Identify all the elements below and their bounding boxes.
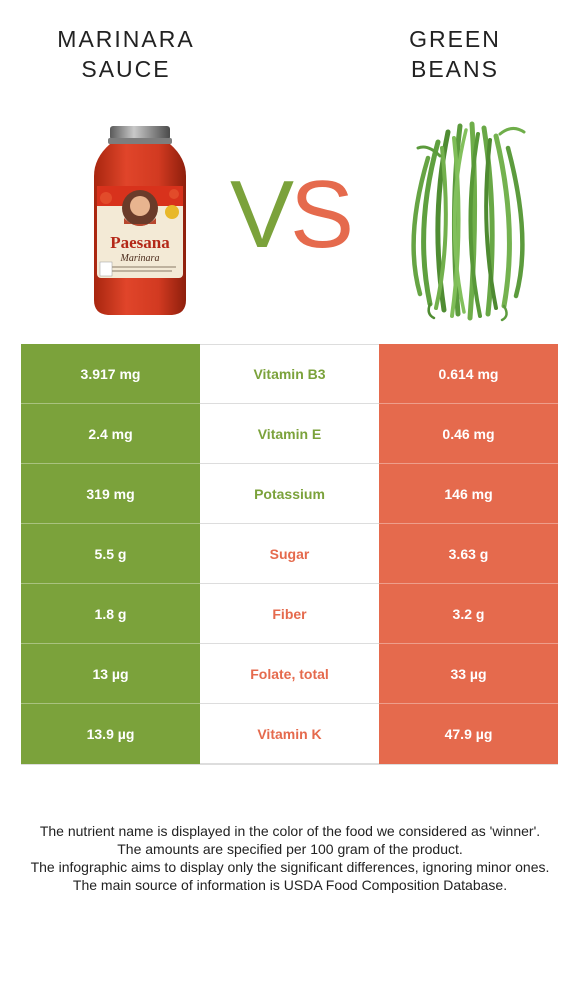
right-value: 0.46 mg <box>379 404 558 464</box>
table-row: 319 mg Potassium 146 mg <box>21 464 558 524</box>
right-food-title-line1: GREEN <box>409 26 501 52</box>
versus-label: VS <box>222 165 358 265</box>
footnotes: The nutrient name is displayed in the co… <box>30 822 550 894</box>
nutrient-name: Sugar <box>200 524 379 584</box>
nutrient-comparison-table: 3.917 mg Vitamin B3 0.614 mg 2.4 mg Vita… <box>21 344 558 764</box>
right-value: 47.9 µg <box>379 704 558 764</box>
left-food-title: MARINARA SAUCE <box>21 24 231 84</box>
jar-brand-text: Paesana <box>110 233 170 252</box>
right-food-title-line2: BEANS <box>411 56 499 82</box>
right-food-title: GREEN BEANS <box>350 24 560 84</box>
table-row: 1.8 g Fiber 3.2 g <box>21 584 558 644</box>
right-value: 33 µg <box>379 644 558 704</box>
table-bottom-divider <box>21 764 558 765</box>
left-value: 13.9 µg <box>21 704 200 764</box>
nutrient-name: Folate, total <box>200 644 379 704</box>
left-value: 13 µg <box>21 644 200 704</box>
left-value: 3.917 mg <box>21 344 200 404</box>
table-row: 13.9 µg Vitamin K 47.9 µg <box>21 704 558 764</box>
table-row: 5.5 g Sugar 3.63 g <box>21 524 558 584</box>
table-row: 2.4 mg Vitamin E 0.46 mg <box>21 404 558 464</box>
footnote: The amounts are specified per 100 gram o… <box>117 841 463 857</box>
left-value: 1.8 g <box>21 584 200 644</box>
green-beans-image <box>411 121 526 322</box>
nutrient-name: Vitamin K <box>200 704 379 764</box>
nutrient-name: Vitamin B3 <box>200 344 379 404</box>
left-value: 2.4 mg <box>21 404 200 464</box>
marinara-jar-image: Paesana Marinara <box>94 126 186 315</box>
right-value: 146 mg <box>379 464 558 524</box>
left-food-title-line1: MARINARA <box>57 26 195 52</box>
nutrient-name: Potassium <box>200 464 379 524</box>
right-value: 3.2 g <box>379 584 558 644</box>
footnote: The main source of information is USDA F… <box>72 877 508 893</box>
table-row: 13 µg Folate, total 33 µg <box>21 644 558 704</box>
footnote: The nutrient name is displayed in the co… <box>39 823 541 839</box>
left-food-title-line2: SAUCE <box>81 56 171 82</box>
table-row: 3.917 mg Vitamin B3 0.614 mg <box>21 344 558 404</box>
left-value: 319 mg <box>21 464 200 524</box>
versus-s: S <box>290 161 354 268</box>
right-value: 3.63 g <box>379 524 558 584</box>
footnote: The infographic aims to display only the… <box>30 859 550 875</box>
nutrient-name: Fiber <box>200 584 379 644</box>
left-value: 5.5 g <box>21 524 200 584</box>
right-value: 0.614 mg <box>379 344 558 404</box>
nutrient-name: Vitamin E <box>200 404 379 464</box>
versus-v: V <box>229 161 294 268</box>
jar-product-text: Marinara <box>120 253 160 264</box>
